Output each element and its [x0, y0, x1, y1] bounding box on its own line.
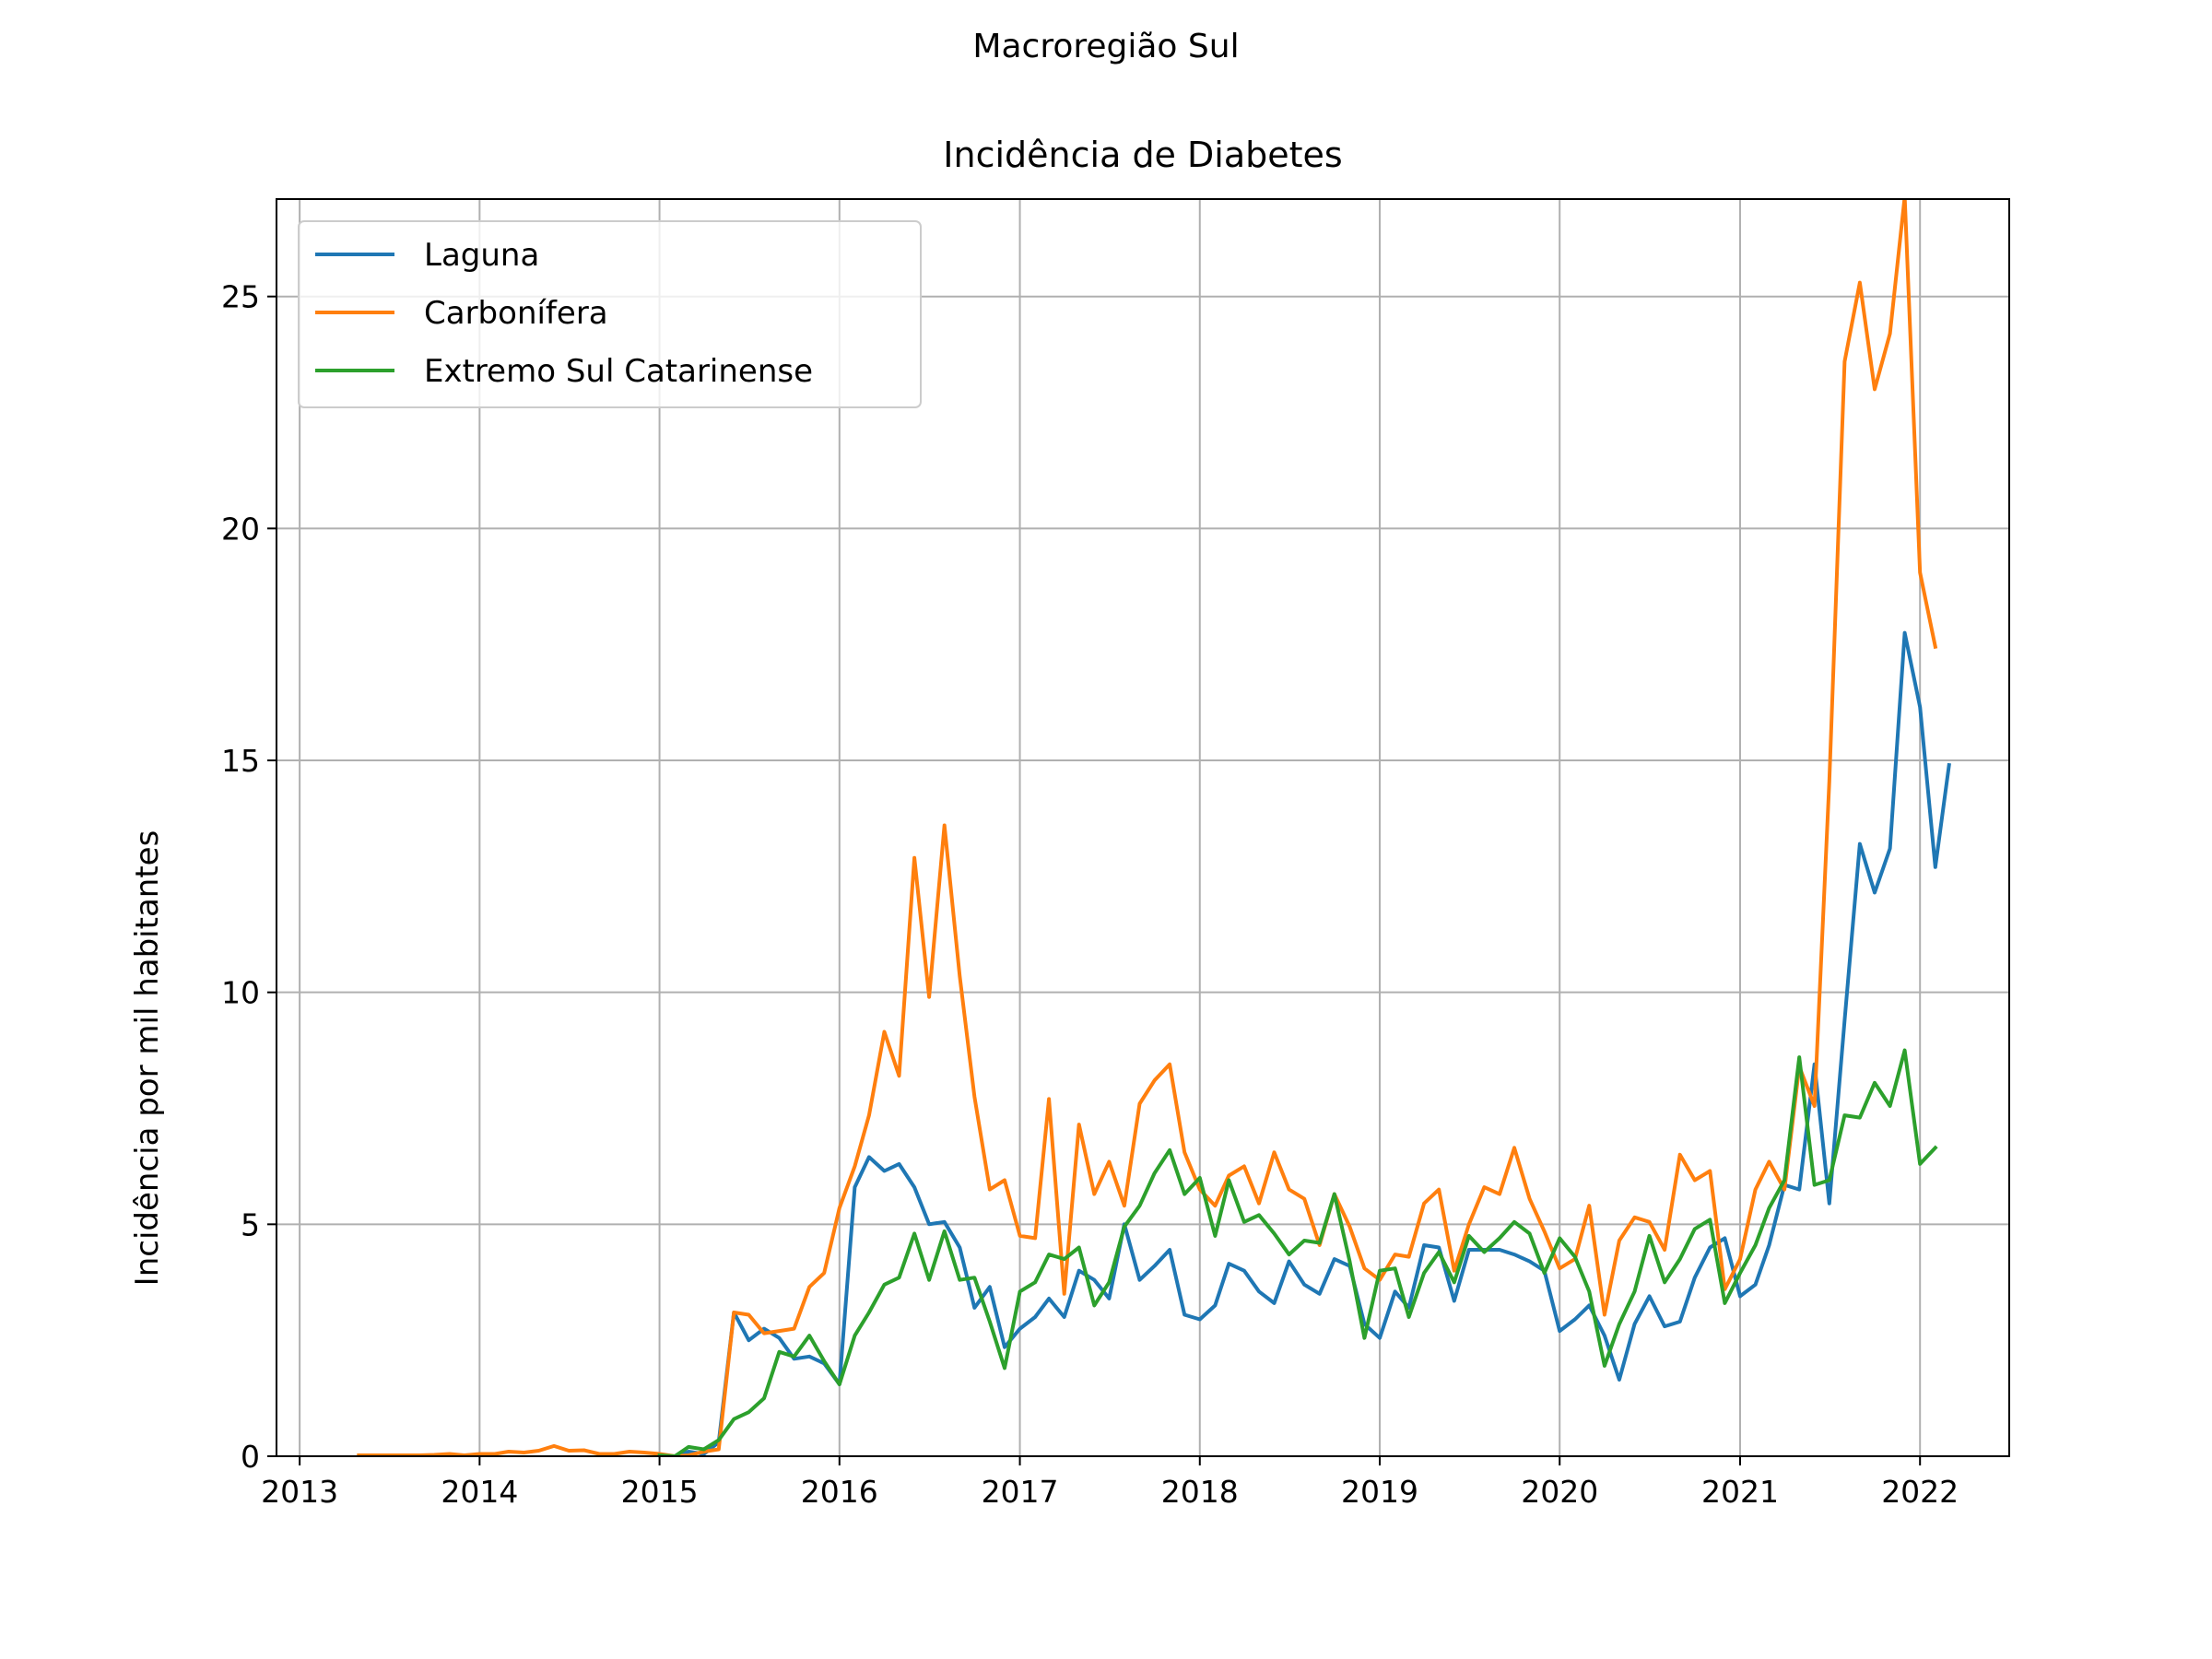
x-tick-label: 2014 [441, 1474, 518, 1510]
chart-title: Incidência de Diabetes [943, 135, 1343, 175]
series-line-1 [657, 630, 1951, 1456]
legend-label: Extremo Sul Catarinense [424, 353, 813, 390]
x-tick-label: 2015 [621, 1474, 699, 1510]
legend: Laguna Carbonífera Extremo Sul Catarinense [298, 220, 922, 408]
y-tick-label: 0 [241, 1439, 260, 1475]
legend-label: Laguna [424, 237, 539, 274]
series-line-3 [657, 1048, 1938, 1456]
y-tick-label: 5 [241, 1206, 260, 1242]
figure-suptitle: Macroregião Sul [972, 28, 1240, 65]
x-tick-label: 2019 [1341, 1474, 1418, 1510]
y-tick-label: 10 [221, 975, 260, 1011]
legend-label: Carbonífera [424, 295, 608, 332]
x-tick-label: 2013 [261, 1474, 338, 1510]
legend-box [298, 220, 922, 408]
x-tick-label: 2020 [1521, 1474, 1598, 1510]
y-tick-label: 20 [221, 511, 260, 547]
x-tick-label: 2022 [1881, 1474, 1959, 1510]
x-tick-label: 2016 [801, 1474, 878, 1510]
x-tick-label: 2017 [982, 1474, 1059, 1510]
y-tick-label: 25 [221, 279, 260, 315]
x-tick-label: 2018 [1161, 1474, 1239, 1510]
y-tick-label: 15 [221, 743, 260, 779]
plot-frame [276, 198, 2010, 1457]
x-tick-label: 2021 [1701, 1474, 1779, 1510]
series-line-2 [357, 199, 1938, 1456]
